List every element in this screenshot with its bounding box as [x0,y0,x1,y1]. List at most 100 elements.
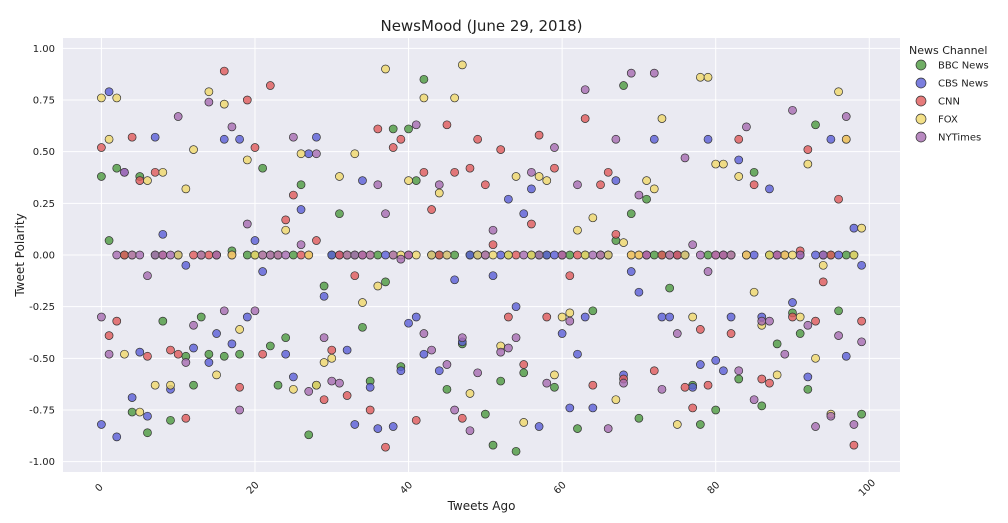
data-point-bbc-news [235,349,244,359]
data-point-fox [703,72,713,82]
data-point-fox [373,281,383,291]
data-point-fox [642,176,651,185]
data-point-cnn [235,382,244,392]
data-point-fox [450,93,459,103]
data-point-cnn [457,413,467,423]
data-point-bbc-news [258,163,268,173]
data-point-bbc-news [335,209,344,219]
data-point-nytimes [703,267,713,276]
data-point-fox [296,149,306,159]
data-point-fox [634,250,644,260]
data-point-cnn [150,167,160,177]
data-point-cnn [834,194,843,204]
legend-marker-bbc-news [915,59,927,71]
x-tick-label: 80 [706,480,723,497]
data-point-cnn [580,114,590,123]
data-point-nytimes [757,316,767,326]
data-point-bbc-news [104,236,114,245]
data-point-nytimes [480,250,490,260]
data-point-cnn [542,312,552,322]
data-point-nytimes [350,250,360,260]
data-point-fox [242,155,252,165]
data-point-bbc-news [550,382,559,392]
data-point-nytimes [219,306,229,316]
data-point-bbc-news [695,420,705,429]
data-point-nytimes [319,333,329,343]
data-point-bbc-news [196,312,206,322]
data-point-cnn [788,312,797,322]
data-point-cnn [519,360,529,369]
data-point-cnn [573,250,582,260]
data-point-fox [281,225,291,235]
data-point-cbs-news [135,347,145,357]
data-point-cbs-news [734,155,744,165]
data-point-cbs-news [611,176,621,185]
data-point-fox [849,250,859,260]
data-point-cnn [811,316,820,326]
data-point-cbs-news [588,403,598,413]
data-point-fox [580,250,590,260]
data-point-cnn [434,250,444,260]
data-point-fox [719,159,728,169]
data-point-fox [250,250,260,260]
data-point-bbc-news [358,322,367,332]
data-point-cnn [442,120,452,130]
data-point-cnn [127,132,137,142]
data-point-cbs-news [327,250,337,260]
data-point-cbs-news [749,250,759,260]
data-point-bbc-news [166,415,175,425]
data-point-bbc-news [204,349,214,359]
data-point-nytimes [619,378,628,388]
x-tick-label: 60 [552,480,569,497]
data-point-cnn [388,143,398,152]
data-point-cnn [488,240,498,250]
data-point-cbs-news [857,260,866,270]
legend-label-bbc-news: BBC News [938,61,989,72]
y-tick-label: -0.50 [29,354,55,365]
data-point-cbs-news [319,291,329,301]
legend-label-fox: FOX [938,115,958,126]
data-point-nytimes [173,112,183,121]
data-point-fox [212,370,221,380]
data-point-cnn [296,250,306,260]
data-point-cbs-news [434,366,444,376]
data-point-cbs-news [104,87,114,97]
data-point-bbc-news [442,384,452,394]
data-point-cbs-news [803,372,813,382]
data-point-fox [619,238,628,247]
data-point-fox [550,370,559,380]
data-point-fox [473,250,483,260]
data-point-cnn [166,345,175,355]
data-point-fox [204,87,214,97]
data-point-cbs-news [296,205,306,214]
data-point-cbs-news [281,349,291,359]
data-point-cbs-news [626,267,636,276]
data-point-nytimes [841,112,851,121]
legend-marker-fox [915,113,927,125]
data-point-cbs-news [411,312,421,322]
data-point-bbc-news [319,281,329,291]
data-point-fox [158,167,168,177]
data-point-nytimes [342,250,352,260]
data-point-cbs-news [112,432,122,442]
data-point-cnn [734,134,744,144]
data-point-nytimes [511,333,521,343]
data-point-fox [488,250,498,260]
x-tick-label: 40 [398,480,415,497]
data-point-cnn [649,366,659,376]
data-point-fox [588,213,598,223]
data-point-bbc-news [795,329,805,338]
data-point-cbs-news [788,298,797,307]
data-point-nytimes [450,405,459,415]
data-point-nytimes [588,250,598,260]
data-point-cbs-news [365,382,375,392]
data-point-bbc-news [626,209,636,219]
data-point-nytimes [818,250,828,260]
data-point-nytimes [97,312,106,322]
legend-label-nytimes: NYTimes [938,133,981,144]
data-point-nytimes [158,250,168,260]
data-point-fox [327,353,337,363]
data-point-cnn [765,378,774,388]
data-point-nytimes [688,240,698,250]
data-point-bbc-news [296,180,306,190]
